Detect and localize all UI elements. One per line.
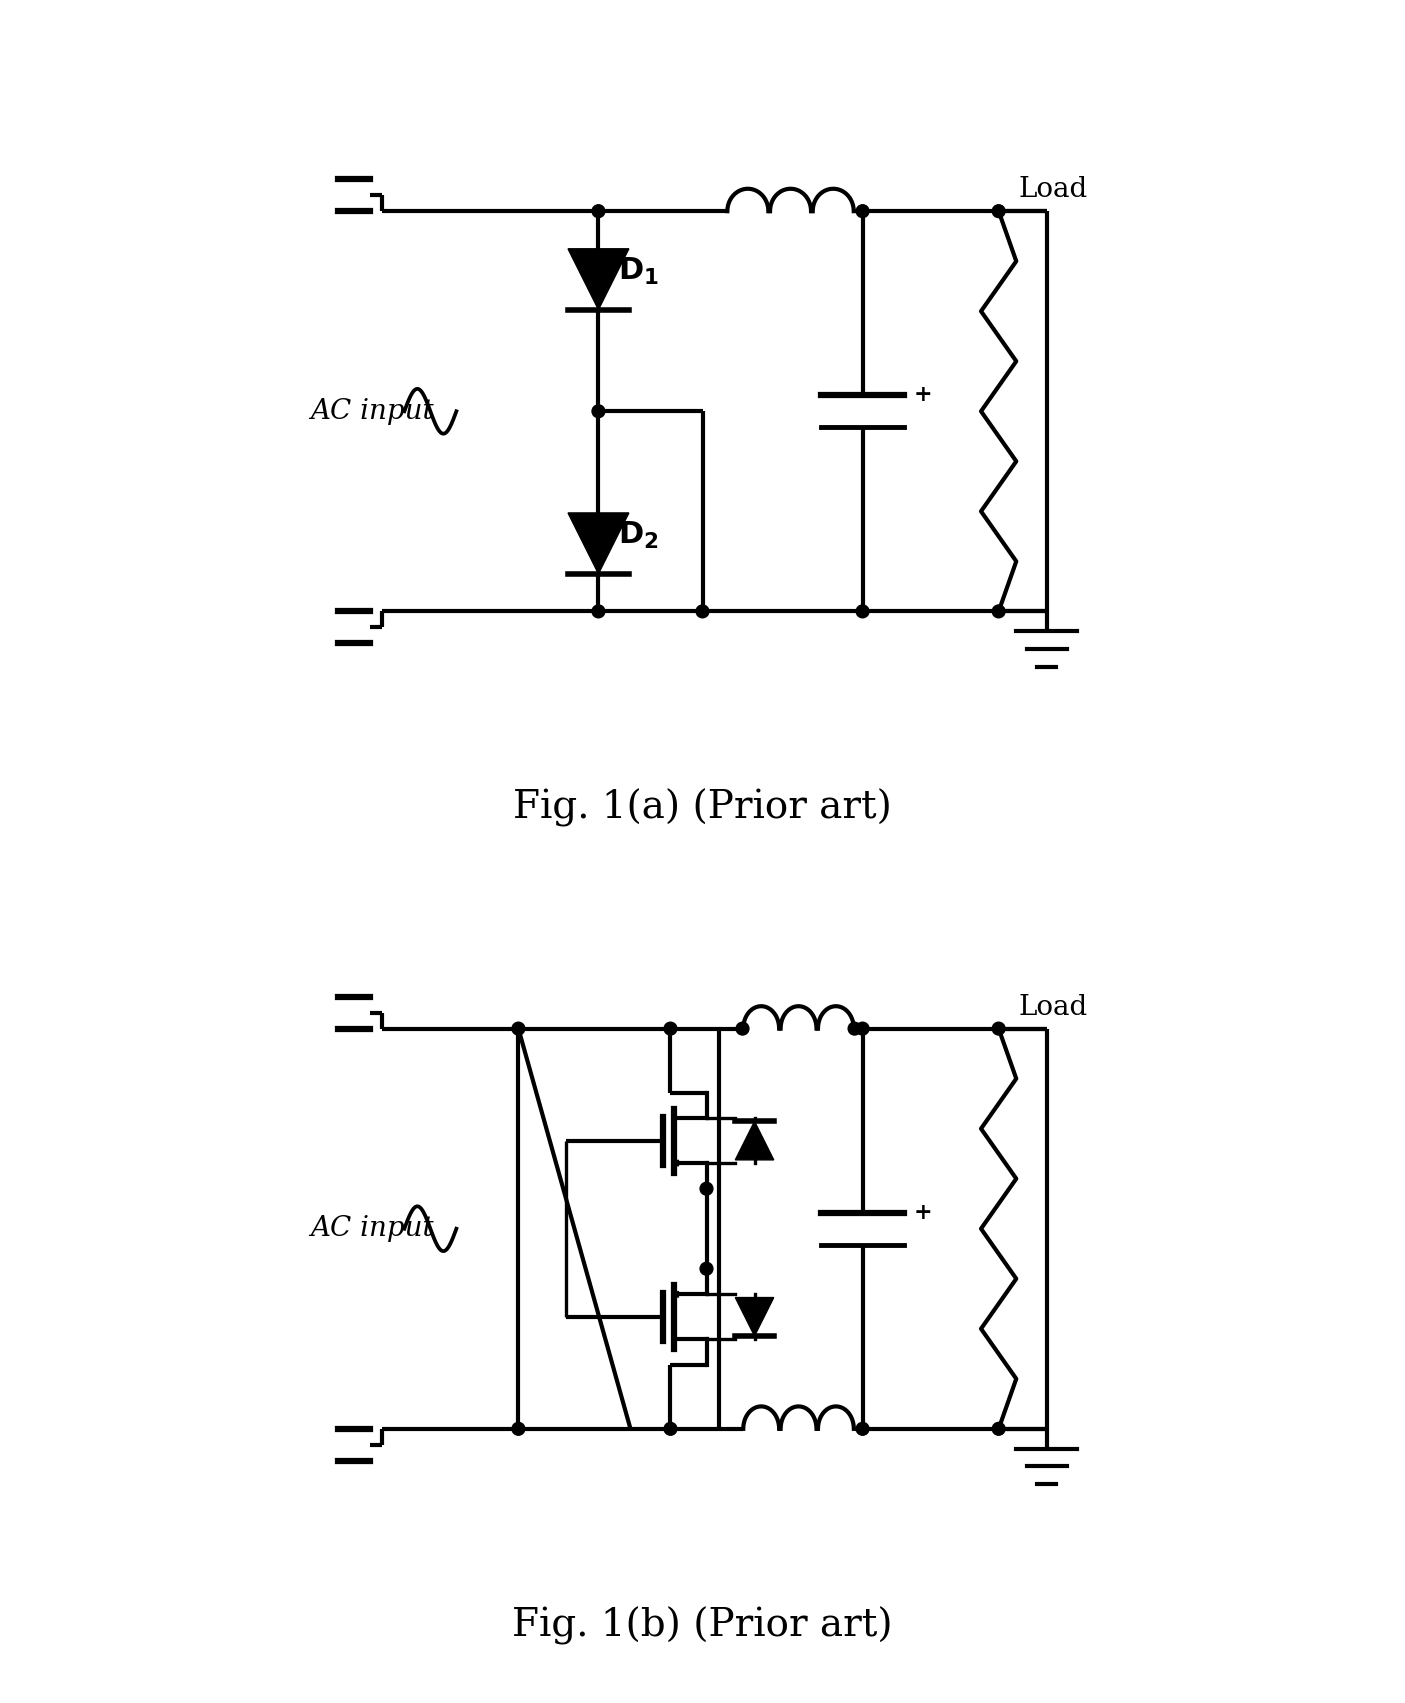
Text: Load: Load: [1019, 993, 1087, 1020]
Circle shape: [992, 1422, 1005, 1436]
Polygon shape: [735, 1122, 774, 1160]
Polygon shape: [568, 249, 629, 310]
Circle shape: [695, 605, 710, 618]
Circle shape: [665, 1022, 677, 1035]
Circle shape: [511, 1022, 525, 1035]
Circle shape: [592, 204, 604, 218]
Text: Fig. 1(a) (Prior art): Fig. 1(a) (Prior art): [513, 788, 892, 828]
Circle shape: [992, 204, 1005, 218]
Circle shape: [856, 204, 868, 218]
Circle shape: [856, 605, 868, 618]
Text: $\mathbf{D_1}$: $\mathbf{D_1}$: [618, 255, 659, 286]
Circle shape: [592, 405, 604, 417]
Circle shape: [856, 1422, 868, 1436]
Text: AC input: AC input: [311, 1216, 434, 1241]
Text: $\mathbf{D_2}$: $\mathbf{D_2}$: [618, 519, 659, 550]
Text: AC input: AC input: [311, 399, 434, 424]
Circle shape: [992, 605, 1005, 618]
Text: Fig. 1(b) (Prior art): Fig. 1(b) (Prior art): [513, 1606, 892, 1645]
Circle shape: [849, 1022, 861, 1035]
Circle shape: [592, 605, 604, 618]
Circle shape: [856, 1022, 868, 1035]
Circle shape: [665, 1422, 677, 1436]
Circle shape: [700, 1262, 712, 1276]
Polygon shape: [735, 1298, 774, 1335]
Circle shape: [992, 1022, 1005, 1035]
Polygon shape: [568, 513, 629, 574]
Text: +: +: [913, 385, 933, 407]
Text: Load: Load: [1019, 175, 1087, 203]
Circle shape: [700, 1182, 712, 1196]
Circle shape: [736, 1022, 749, 1035]
Circle shape: [511, 1422, 525, 1436]
Text: +: +: [913, 1202, 933, 1224]
